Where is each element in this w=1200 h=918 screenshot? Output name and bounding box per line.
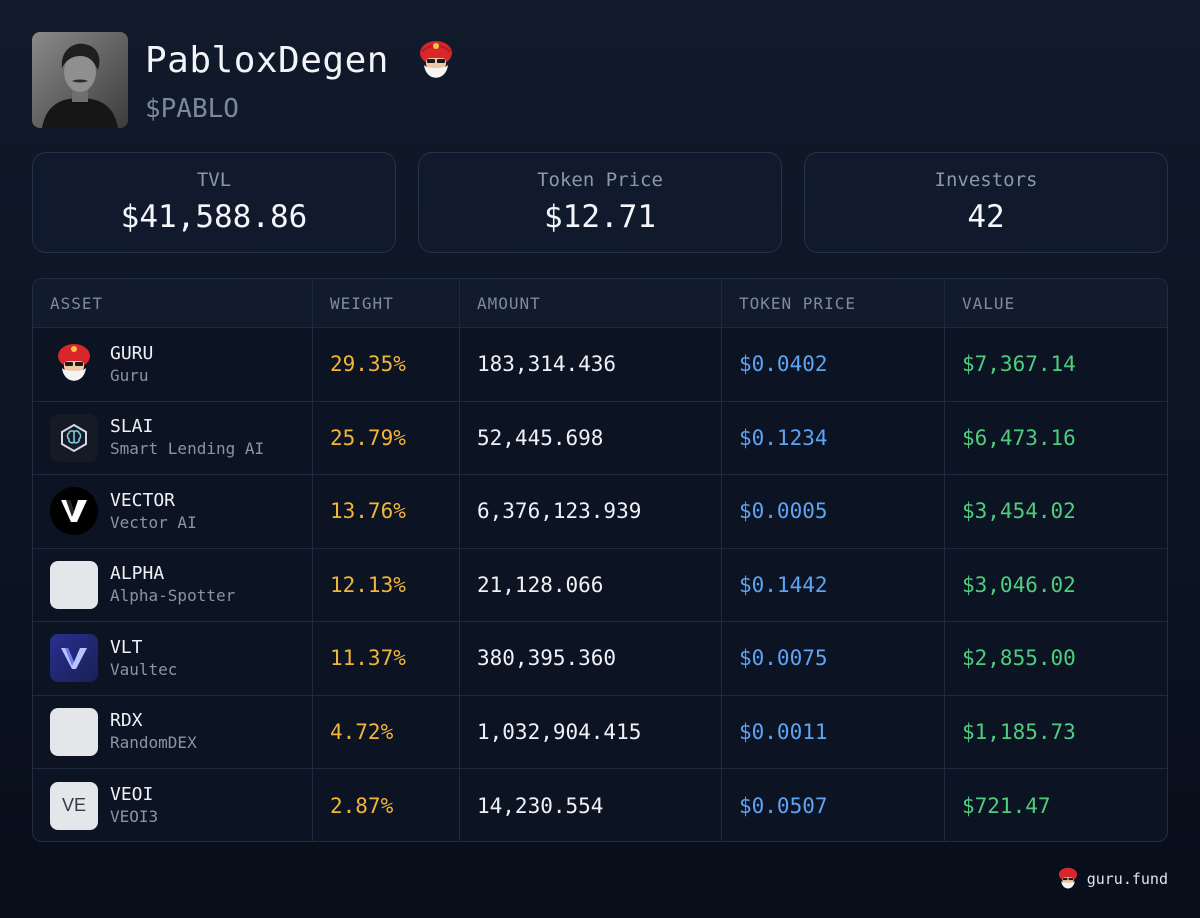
guru-turban-icon bbox=[50, 340, 98, 388]
table-row[interactable]: SLAI Smart Lending AI 25.79% 52,445.698 … bbox=[33, 401, 1167, 475]
asset-value: $2,855.00 bbox=[962, 646, 1076, 671]
asset-token-price: $0.0005 bbox=[739, 499, 828, 524]
asset-name: Vector AI bbox=[110, 512, 197, 532]
asset-cell: VLT Vaultec bbox=[33, 622, 313, 695]
asset-symbol: GURU bbox=[110, 342, 154, 364]
asset-token-price: $0.1442 bbox=[739, 572, 828, 597]
asset-cell: GURU Guru bbox=[33, 328, 313, 401]
asset-symbol: VECTOR bbox=[110, 489, 176, 511]
table-header-row: ASSET WEIGHT AMOUNT TOKEN PRICE VALUE bbox=[33, 279, 1167, 328]
stat-card-tvl: TVL $41,588.86 bbox=[32, 152, 396, 253]
table-row[interactable]: VLT Vaultec 11.37% 380,395.360 $0.0075 $… bbox=[33, 622, 1167, 696]
asset-name: Smart Lending AI bbox=[110, 439, 265, 459]
column-header-value[interactable]: VALUE bbox=[962, 293, 1016, 313]
asset-amount: 380,395.360 bbox=[477, 646, 617, 671]
asset-token-price: $0.0402 bbox=[739, 352, 828, 377]
table-row[interactable]: RDX RandomDEX 4.72% 1,032,904.415 $0.001… bbox=[33, 695, 1167, 769]
asset-name: Vaultec bbox=[110, 659, 178, 679]
asset-amount: 14,230.554 bbox=[477, 793, 604, 818]
guru-turban-icon bbox=[418, 38, 454, 84]
stat-label: Investors bbox=[934, 169, 1038, 191]
stat-label: TVL bbox=[196, 169, 232, 191]
asset-symbol: RDX bbox=[110, 710, 143, 732]
ve-text-icon: VE bbox=[50, 781, 98, 830]
column-header-token-price[interactable]: TOKEN PRICE bbox=[722, 279, 945, 327]
asset-weight: 29.35% bbox=[330, 352, 406, 377]
asset-name: Alpha-Spotter bbox=[110, 586, 236, 606]
asset-cell: SLAI Smart Lending AI bbox=[33, 401, 313, 474]
asset-token-price: $0.0507 bbox=[739, 793, 828, 818]
asset-cell: VECTOR Vector AI bbox=[33, 475, 313, 548]
column-header-asset[interactable]: ASSET bbox=[33, 279, 313, 327]
asset-token-price: $0.1234 bbox=[739, 425, 828, 450]
asset-symbol: VEOI bbox=[110, 784, 154, 806]
asset-amount: 183,314.436 bbox=[477, 352, 617, 377]
column-header-amount[interactable]: AMOUNT bbox=[460, 279, 722, 327]
asset-weight: 4.72% bbox=[330, 719, 394, 744]
profile-avatar bbox=[32, 32, 128, 128]
asset-cell: RDX RandomDEX bbox=[33, 695, 313, 768]
asset-value: $7,367.14 bbox=[962, 352, 1076, 377]
asset-symbol: ALPHA bbox=[110, 563, 165, 585]
asset-token-price: $0.0075 bbox=[739, 646, 828, 671]
asset-token-price: $0.0011 bbox=[739, 719, 828, 744]
footer-brand-text: guru.fund bbox=[1086, 870, 1168, 888]
asset-value: $1,185.73 bbox=[962, 719, 1076, 744]
asset-weight: 11.37% bbox=[330, 646, 406, 671]
vector-v-icon bbox=[50, 487, 98, 536]
stat-value: 42 bbox=[967, 199, 1005, 235]
asset-amount: 21,128.066 bbox=[477, 572, 604, 597]
table-row[interactable]: GURU Guru 29.35% 183,314.436 $0.0402 $7,… bbox=[33, 328, 1167, 402]
asset-name: Guru bbox=[110, 365, 149, 385]
holdings-table: ASSET WEIGHT AMOUNT TOKEN PRICE VALUE GU… bbox=[32, 278, 1168, 842]
asset-value: $721.47 bbox=[962, 793, 1051, 818]
asset-amount: 1,032,904.415 bbox=[477, 719, 642, 744]
asset-name: RandomDEX bbox=[110, 733, 197, 753]
placeholder-icon bbox=[50, 560, 98, 609]
stat-label: Token Price bbox=[537, 169, 663, 191]
asset-value: $6,473.16 bbox=[962, 425, 1076, 450]
placeholder-icon bbox=[50, 707, 98, 756]
asset-amount: 52,445.698 bbox=[477, 425, 604, 450]
avatar-portrait-image bbox=[32, 32, 128, 128]
stat-card-investors: Investors 42 bbox=[804, 152, 1168, 253]
slai-brain-icon bbox=[50, 413, 98, 462]
profile-ticker: $PABLO bbox=[145, 94, 239, 124]
asset-weight: 13.76% bbox=[330, 499, 406, 524]
asset-symbol: VLT bbox=[110, 636, 143, 658]
stat-value: $12.71 bbox=[544, 199, 656, 235]
asset-weight: 25.79% bbox=[330, 425, 406, 450]
asset-symbol: SLAI bbox=[110, 416, 154, 438]
stat-value: $41,588.86 bbox=[120, 199, 308, 235]
asset-weight: 12.13% bbox=[330, 572, 406, 597]
footer-brand[interactable]: guru.fund bbox=[1057, 866, 1168, 892]
guru-turban-icon bbox=[1057, 866, 1079, 892]
stat-card-token-price: Token Price $12.71 bbox=[418, 152, 782, 253]
asset-weight: 2.87% bbox=[330, 793, 394, 818]
table-row[interactable]: VECTOR Vector AI 13.76% 6,376,123.939 $0… bbox=[33, 475, 1167, 549]
asset-cell: VE VEOI VEOI3 bbox=[33, 769, 313, 841]
asset-cell: ALPHA Alpha-Spotter bbox=[33, 548, 313, 621]
profile-name: PabloxDegen bbox=[145, 40, 389, 81]
asset-name: VEOI3 bbox=[110, 807, 159, 827]
asset-value: $3,454.02 bbox=[962, 499, 1076, 524]
column-header-weight[interactable]: WEIGHT bbox=[313, 279, 460, 327]
asset-value: $3,046.02 bbox=[962, 572, 1076, 597]
table-row[interactable]: ALPHA Alpha-Spotter 12.13% 21,128.066 $0… bbox=[33, 548, 1167, 622]
vaultec-v-icon bbox=[50, 634, 98, 683]
table-row[interactable]: VE VEOI VEOI3 2.87% 14,230.554 $0.0507 $… bbox=[33, 769, 1167, 841]
asset-amount: 6,376,123.939 bbox=[477, 499, 642, 524]
